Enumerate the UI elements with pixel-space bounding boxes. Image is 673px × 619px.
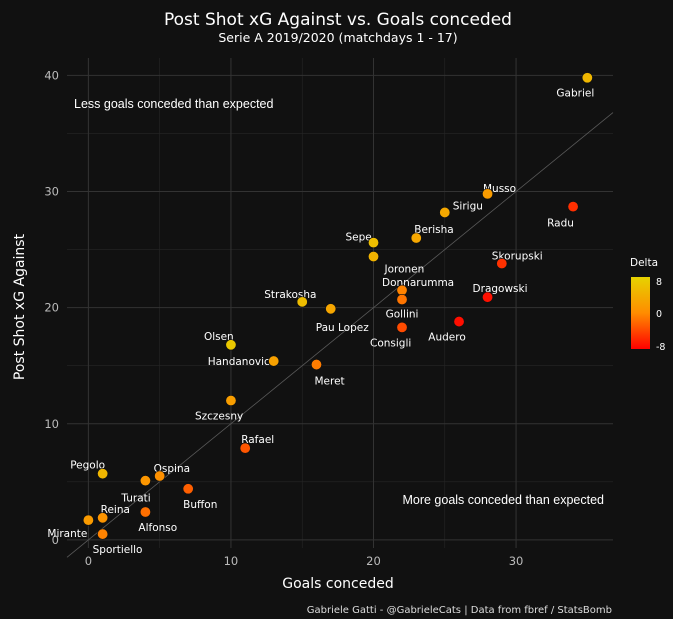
- data-point: [225, 339, 237, 351]
- point-label: Mirante: [47, 528, 87, 540]
- y-tick-label: 20: [44, 301, 59, 315]
- x-axis-label: Goals conceded: [282, 576, 393, 592]
- data-point: [97, 512, 109, 524]
- data-point: [396, 321, 408, 333]
- point-label: Dragowski: [473, 283, 528, 295]
- annotation-upper-left: Less goals conceded than expected: [74, 97, 273, 111]
- data-point: [139, 506, 151, 518]
- data-point: [368, 251, 380, 263]
- point-label: Reina: [101, 504, 130, 516]
- chart-title: Post Shot xG Against vs. Goals conceded: [164, 10, 512, 30]
- x-tick-label: 0: [85, 554, 92, 568]
- data-point: [581, 72, 593, 84]
- legend-colorbar: [631, 277, 650, 349]
- data-point: [268, 355, 280, 367]
- point-label: Donnarumma: [382, 277, 454, 289]
- grid-lines: [67, 58, 613, 548]
- point-label: Rafael: [241, 434, 274, 446]
- data-point: [482, 291, 494, 303]
- data-point: [97, 528, 109, 540]
- point-label: Pau Lopez: [316, 322, 370, 334]
- point-label: Joronen: [384, 264, 425, 276]
- x-tick-label: 10: [224, 554, 239, 568]
- legend-label-max: 8: [656, 277, 662, 288]
- y-tick-label: 0: [52, 533, 59, 547]
- data-point: [154, 470, 166, 482]
- legend-label-mid: 0: [656, 309, 662, 320]
- data-point: [296, 296, 308, 308]
- data-point: [239, 442, 251, 454]
- point-label: Meret: [314, 376, 344, 388]
- data-point: [396, 284, 408, 296]
- point-label: Alfonso: [138, 522, 177, 534]
- data-point: [82, 514, 94, 526]
- reference-line: [66, 112, 614, 558]
- legend-label-min: -8: [656, 342, 665, 353]
- point-label: Strakosha: [264, 289, 316, 301]
- y-tick-label: 40: [44, 68, 59, 82]
- point-label: Sirigu: [453, 200, 483, 212]
- y-axis-label: Post Shot xG Against: [12, 233, 28, 380]
- axis-ticks: 0 10 20 30 0 10 20 30 40: [44, 68, 523, 568]
- data-points: [82, 72, 593, 540]
- data-point: [439, 206, 451, 218]
- data-point: [310, 359, 322, 371]
- data-point: [182, 483, 194, 495]
- data-point: [396, 294, 408, 306]
- point-label: Turati: [120, 493, 150, 505]
- y-tick-label: 30: [44, 185, 59, 199]
- data-point: [496, 258, 508, 270]
- data-point: [453, 316, 465, 328]
- legend: Delta 8 0 -8: [630, 257, 665, 353]
- data-point: [139, 475, 151, 487]
- point-label: Handanovic: [208, 356, 270, 368]
- annotation-lower-right: More goals conceded than expected: [402, 493, 604, 507]
- point-label: Buffon: [183, 499, 217, 511]
- point-label: Pegolo: [70, 460, 105, 472]
- chart-subtitle: Serie A 2019/2020 (matchdays 1 - 17): [218, 30, 457, 45]
- point-label: Consigli: [370, 337, 411, 349]
- y-tick-label: 10: [44, 417, 59, 431]
- chart-caption: Gabriele Gatti - @GabrieleCats | Data fr…: [307, 605, 612, 616]
- x-tick-label: 30: [509, 554, 524, 568]
- data-point: [225, 395, 237, 407]
- data-point: [325, 303, 337, 315]
- point-label: Berisha: [414, 224, 453, 236]
- x-tick-label: 20: [366, 554, 381, 568]
- point-label: Sportiello: [93, 544, 143, 556]
- point-label: Szczesny: [195, 411, 243, 423]
- identity-line: [66, 112, 614, 558]
- data-point: [368, 237, 380, 249]
- point-label: Audero: [428, 332, 465, 344]
- data-point: [97, 468, 109, 480]
- point-label: Gollini: [386, 309, 419, 321]
- data-point: [567, 201, 579, 213]
- data-point: [410, 232, 422, 244]
- point-label: Radu: [547, 218, 574, 230]
- point-label: Sepe: [346, 232, 372, 244]
- legend-title: Delta: [630, 257, 658, 269]
- point-label: Olsen: [204, 331, 234, 343]
- point-label: Gabriel: [556, 88, 594, 100]
- data-point: [482, 188, 494, 200]
